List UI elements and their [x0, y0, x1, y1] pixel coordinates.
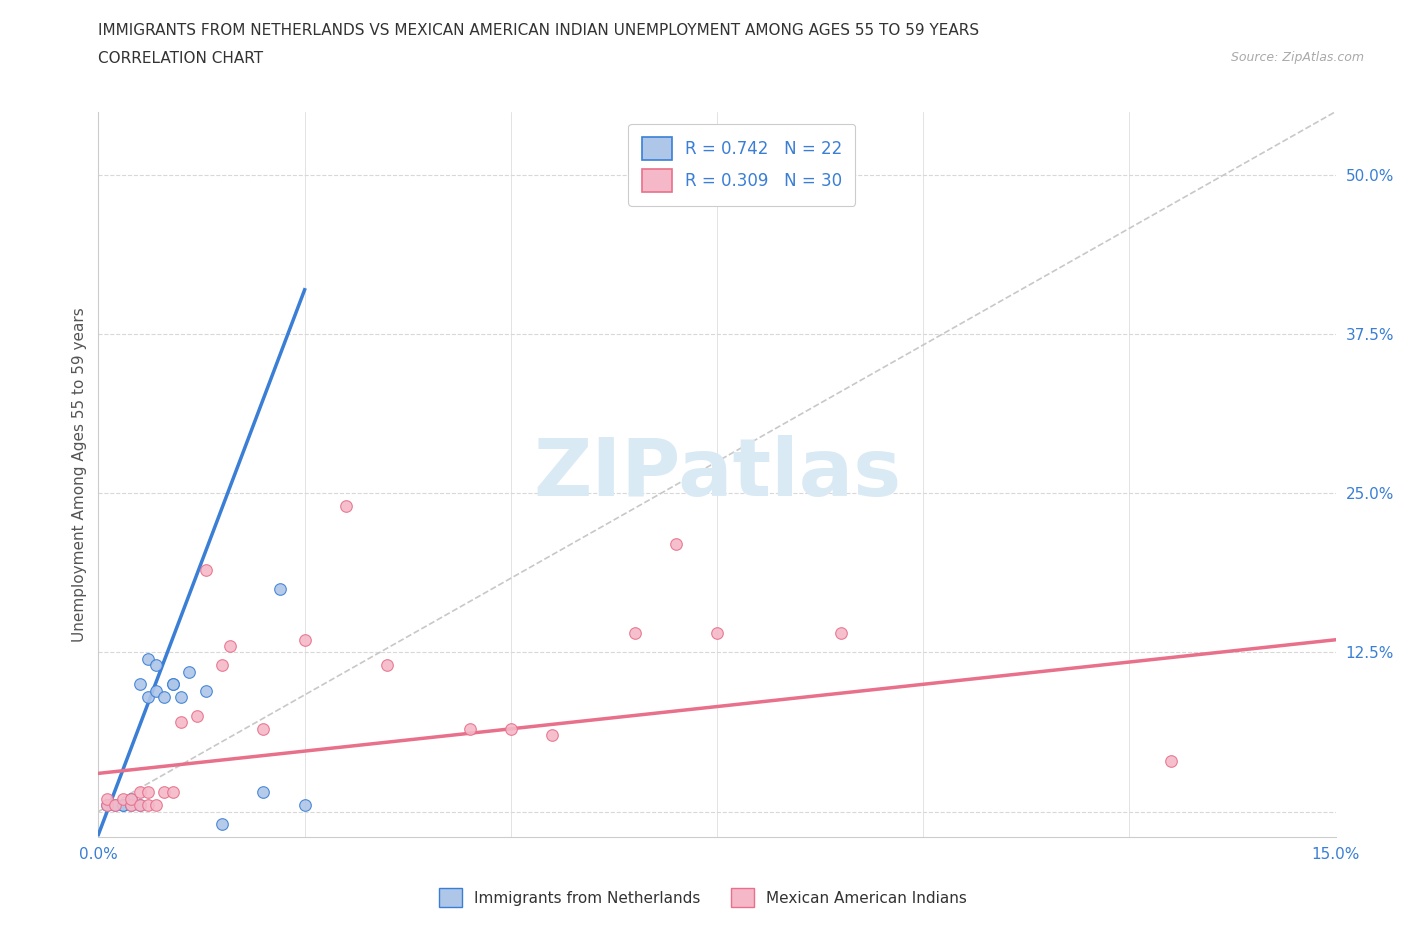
Point — [112, 798, 135, 813]
Point — [194, 563, 217, 578]
Point — [194, 684, 217, 698]
Point — [120, 791, 142, 806]
Point — [145, 658, 167, 672]
Point — [162, 677, 184, 692]
Point — [136, 689, 159, 704]
Point — [128, 677, 150, 692]
Point — [120, 791, 142, 806]
Point — [128, 785, 150, 800]
Point — [1160, 753, 1182, 768]
Point — [294, 798, 316, 813]
Text: Source: ZipAtlas.com: Source: ZipAtlas.com — [1230, 51, 1364, 64]
Point — [623, 626, 645, 641]
Point — [96, 791, 118, 806]
Point — [219, 639, 242, 654]
Point — [375, 658, 398, 672]
Point — [499, 722, 522, 737]
Text: IMMIGRANTS FROM NETHERLANDS VS MEXICAN AMERICAN INDIAN UNEMPLOYMENT AMONG AGES 5: IMMIGRANTS FROM NETHERLANDS VS MEXICAN A… — [98, 23, 980, 38]
Point — [96, 798, 118, 813]
Point — [179, 664, 201, 679]
Point — [830, 626, 852, 641]
Point — [96, 798, 118, 813]
Point — [136, 798, 159, 813]
Point — [541, 728, 564, 743]
Point — [162, 677, 184, 692]
Point — [458, 722, 481, 737]
Point — [128, 798, 150, 813]
Point — [136, 785, 159, 800]
Point — [269, 581, 291, 596]
Point — [170, 715, 193, 730]
Point — [136, 651, 159, 666]
Point — [128, 798, 150, 813]
Point — [170, 689, 193, 704]
Text: ZIPatlas: ZIPatlas — [533, 435, 901, 513]
Point — [104, 798, 127, 813]
Point — [162, 785, 184, 800]
Point — [186, 709, 208, 724]
Point — [252, 785, 274, 800]
Point — [153, 785, 176, 800]
Point — [252, 722, 274, 737]
Point — [294, 632, 316, 647]
Point — [112, 798, 135, 813]
Point — [145, 684, 167, 698]
Text: CORRELATION CHART: CORRELATION CHART — [98, 51, 263, 66]
Point — [145, 798, 167, 813]
Point — [211, 817, 233, 831]
Legend: R = 0.742   N = 22, R = 0.309   N = 30: R = 0.742 N = 22, R = 0.309 N = 30 — [628, 124, 855, 206]
Point — [120, 798, 142, 813]
Y-axis label: Unemployment Among Ages 55 to 59 years: Unemployment Among Ages 55 to 59 years — [72, 307, 87, 642]
Point — [706, 626, 728, 641]
Point — [112, 791, 135, 806]
Point — [153, 689, 176, 704]
Point — [104, 798, 127, 813]
Point — [211, 658, 233, 672]
Legend: Immigrants from Netherlands, Mexican American Indians: Immigrants from Netherlands, Mexican Ame… — [433, 883, 973, 913]
Point — [665, 537, 688, 551]
Point — [335, 498, 357, 513]
Point — [120, 798, 142, 813]
